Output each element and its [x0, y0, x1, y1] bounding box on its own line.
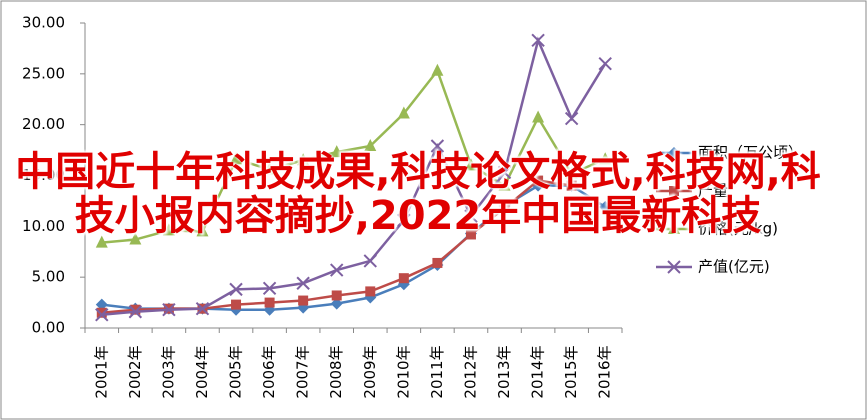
x-tick-label: 2014年	[529, 345, 547, 398]
legend-label: 产量	[698, 182, 728, 200]
marker	[565, 166, 578, 179]
y-tick-label: 5.00	[32, 268, 65, 286]
marker	[229, 282, 243, 297]
legend-marker	[667, 260, 681, 274]
marker	[430, 139, 445, 153]
marker	[397, 106, 410, 119]
x-tick-label: 2007年	[294, 345, 312, 398]
x-tick-label: 2016年	[596, 345, 614, 398]
legend-label: 面积（万公顷）	[698, 144, 803, 162]
marker	[431, 63, 444, 76]
legend-marker	[669, 186, 679, 196]
marker	[128, 305, 143, 319]
series-line	[101, 36, 607, 317]
marker	[129, 232, 142, 245]
marker	[498, 178, 511, 191]
x-tick-label: 2009年	[361, 345, 379, 398]
y-tick-label: 15.00	[22, 166, 65, 184]
marker	[532, 110, 545, 123]
legend-marker	[668, 222, 680, 234]
y-tick-label: 20.00	[22, 115, 65, 133]
marker	[330, 263, 344, 277]
marker	[397, 213, 411, 227]
marker	[231, 299, 242, 310]
x-tick-label: 2012年	[461, 345, 479, 398]
marker	[296, 276, 310, 290]
marker	[230, 152, 243, 165]
marker	[162, 302, 176, 317]
marker	[533, 175, 544, 186]
x-tick-label: 2008年	[327, 345, 345, 398]
marker	[531, 33, 545, 47]
marker	[298, 295, 309, 306]
marker	[599, 152, 612, 165]
overlay-title: 中国近十年科技成果,科技论文格式,科技网,科技小报内容摘抄,2022年中国最新科…	[15, 149, 821, 239]
marker	[564, 111, 579, 126]
x-tick-label: 2006年	[260, 345, 278, 398]
marker	[499, 203, 510, 214]
x-tick-label: 2013年	[495, 345, 513, 398]
marker	[162, 223, 175, 236]
marker	[330, 297, 343, 310]
marker	[95, 235, 108, 248]
x-tick-label: 2003年	[159, 345, 177, 398]
marker	[264, 297, 275, 308]
legend-label: 产值(亿元)	[698, 258, 770, 276]
y-tick-label: 10.00	[22, 217, 65, 235]
marker	[364, 139, 377, 152]
marker	[566, 180, 577, 191]
marker	[130, 304, 141, 315]
marker	[464, 209, 478, 223]
x-tick-label: 2004年	[193, 345, 211, 398]
marker	[95, 298, 108, 311]
legend-label: 价格(元/kg)	[698, 220, 778, 238]
marker	[598, 56, 612, 71]
marker	[398, 273, 409, 284]
x-tick-label: 2005年	[227, 345, 245, 398]
y-tick-label: 30.00	[22, 14, 65, 32]
marker	[262, 281, 277, 296]
marker	[465, 229, 476, 240]
x-tick-label: 2011年	[428, 345, 446, 398]
marker	[464, 158, 477, 171]
x-tick-label: 2010年	[394, 345, 412, 398]
series-line	[101, 68, 606, 244]
marker	[263, 162, 276, 175]
marker	[96, 307, 107, 318]
marker	[95, 308, 109, 322]
marker	[195, 301, 210, 316]
y-tick-label: 0.00	[32, 319, 65, 337]
x-tick-label: 2015年	[562, 345, 580, 398]
marker	[330, 145, 343, 158]
y-tick-label: 25.00	[22, 64, 65, 82]
legend-marker	[668, 147, 680, 159]
x-tick-label: 2002年	[126, 345, 144, 398]
marker	[497, 165, 512, 180]
marker	[297, 153, 310, 166]
marker	[599, 201, 612, 214]
marker	[365, 286, 376, 297]
marker	[196, 224, 209, 237]
marker	[331, 290, 342, 301]
marker	[432, 257, 443, 268]
x-tick-label: 2001年	[92, 345, 110, 398]
marker	[363, 254, 377, 268]
